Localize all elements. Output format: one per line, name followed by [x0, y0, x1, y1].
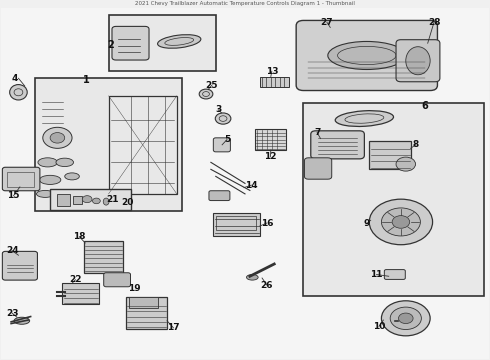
Ellipse shape	[392, 216, 410, 228]
Text: 11: 11	[370, 270, 383, 279]
Ellipse shape	[10, 85, 27, 100]
Ellipse shape	[158, 35, 201, 48]
Ellipse shape	[199, 89, 213, 99]
Bar	[125, 297, 167, 329]
Ellipse shape	[36, 190, 54, 197]
Bar	[35, 78, 182, 211]
Ellipse shape	[335, 111, 393, 126]
Bar	[109, 15, 216, 71]
Text: 24: 24	[6, 246, 19, 255]
Text: 27: 27	[320, 18, 333, 27]
Ellipse shape	[38, 158, 57, 167]
Ellipse shape	[396, 157, 416, 171]
FancyBboxPatch shape	[2, 251, 37, 280]
Ellipse shape	[65, 173, 79, 180]
Text: 28: 28	[428, 18, 441, 27]
Ellipse shape	[93, 198, 100, 204]
FancyBboxPatch shape	[112, 26, 149, 60]
Text: 21: 21	[106, 195, 119, 204]
Text: 5: 5	[224, 135, 230, 144]
Ellipse shape	[39, 175, 61, 184]
Text: 7: 7	[314, 128, 320, 137]
FancyBboxPatch shape	[396, 40, 440, 82]
Ellipse shape	[381, 208, 420, 236]
Bar	[7, 172, 34, 187]
Ellipse shape	[82, 195, 92, 203]
Ellipse shape	[381, 301, 430, 336]
Text: 14: 14	[245, 181, 258, 190]
Bar	[255, 129, 287, 150]
Polygon shape	[40, 89, 65, 124]
Bar	[57, 194, 70, 206]
Ellipse shape	[43, 127, 72, 148]
FancyBboxPatch shape	[311, 131, 365, 159]
Ellipse shape	[398, 313, 413, 324]
Bar	[129, 297, 158, 308]
Text: 17: 17	[167, 323, 180, 332]
Ellipse shape	[406, 47, 430, 75]
Text: 9: 9	[364, 219, 370, 228]
FancyBboxPatch shape	[213, 138, 230, 152]
FancyBboxPatch shape	[384, 270, 405, 279]
Text: 8: 8	[413, 140, 418, 149]
Bar	[260, 77, 289, 87]
Text: 16: 16	[261, 219, 273, 228]
Ellipse shape	[328, 41, 406, 69]
Bar	[109, 96, 177, 194]
Text: 2: 2	[108, 40, 114, 50]
Ellipse shape	[215, 113, 231, 124]
FancyBboxPatch shape	[209, 191, 230, 201]
FancyBboxPatch shape	[304, 158, 332, 179]
Text: 4: 4	[12, 74, 18, 83]
Text: 18: 18	[73, 232, 86, 241]
Bar	[303, 103, 484, 296]
Bar	[369, 141, 411, 169]
FancyBboxPatch shape	[296, 21, 438, 90]
Bar	[74, 195, 82, 204]
Text: 22: 22	[69, 275, 82, 284]
Bar	[216, 216, 256, 230]
Ellipse shape	[390, 307, 421, 329]
Text: 1: 1	[83, 75, 90, 85]
Text: 13: 13	[266, 67, 278, 76]
Ellipse shape	[56, 158, 74, 167]
Text: 6: 6	[421, 101, 428, 111]
Bar	[50, 189, 130, 210]
Bar	[62, 283, 99, 304]
Ellipse shape	[246, 275, 258, 280]
Text: 10: 10	[373, 322, 385, 331]
Text: 26: 26	[261, 280, 273, 289]
Text: 12: 12	[264, 152, 276, 161]
Ellipse shape	[369, 199, 433, 245]
Bar	[213, 213, 260, 236]
Text: 23: 23	[6, 309, 18, 318]
Ellipse shape	[103, 198, 109, 205]
Text: 3: 3	[215, 105, 221, 114]
Title: 2021 Chevy Trailblazer Automatic Temperature Controls Diagram 1 - Thumbnail: 2021 Chevy Trailblazer Automatic Tempera…	[135, 1, 355, 6]
Text: 20: 20	[121, 198, 133, 207]
Text: 19: 19	[128, 284, 141, 293]
Text: 15: 15	[7, 191, 20, 200]
Ellipse shape	[14, 317, 30, 324]
Bar	[84, 241, 123, 273]
FancyBboxPatch shape	[104, 273, 130, 287]
Text: 25: 25	[206, 81, 218, 90]
Ellipse shape	[50, 132, 65, 143]
FancyBboxPatch shape	[2, 167, 40, 191]
